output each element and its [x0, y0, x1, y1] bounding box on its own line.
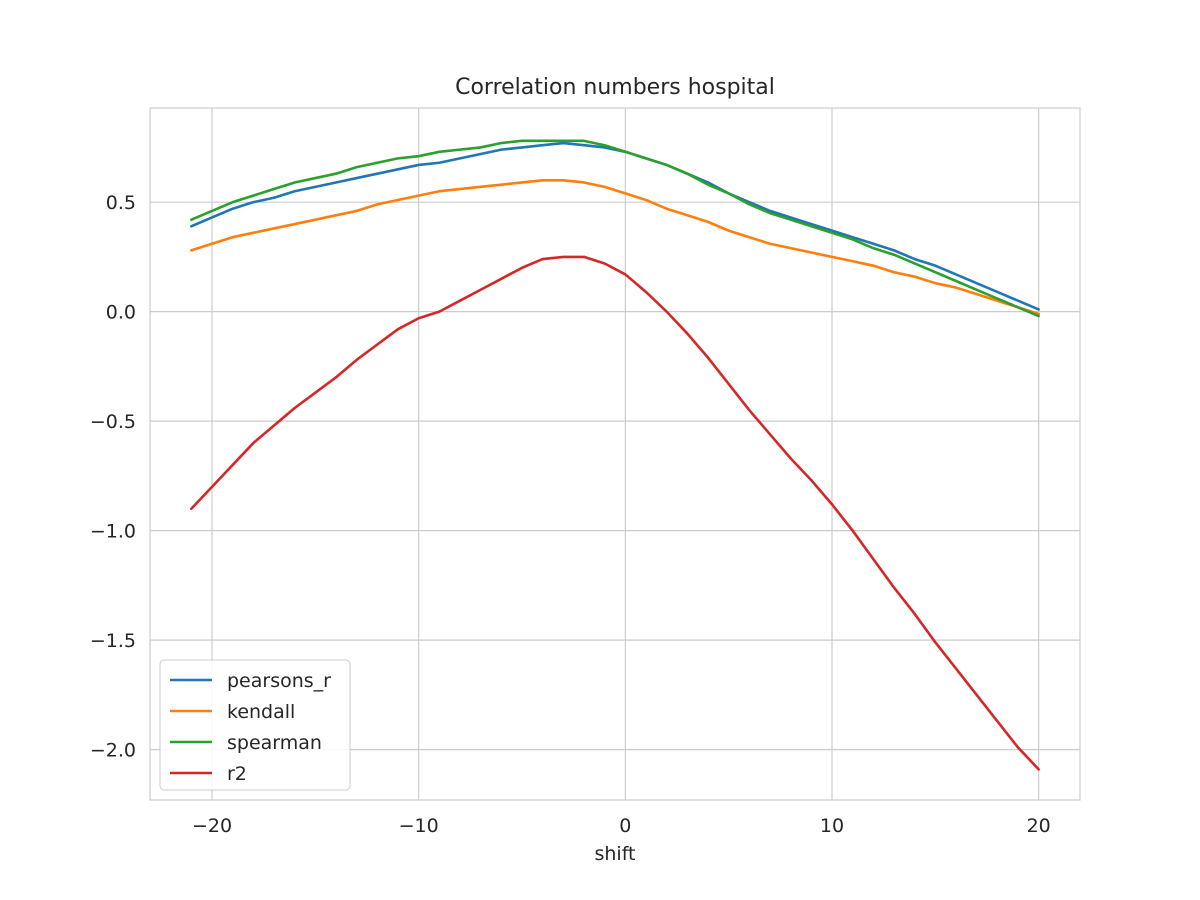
y-tick-label: 0.0 — [106, 302, 136, 324]
x-tick-label: −20 — [192, 815, 232, 837]
y-tick-label: −1.0 — [90, 521, 136, 543]
series-line-pearsons_r — [190, 141, 1040, 311]
legend-label-spearman: spearman — [227, 732, 322, 754]
legend-label-r2: r2 — [227, 763, 247, 785]
legend-box — [159, 659, 351, 791]
y-tick-label: −2.0 — [90, 740, 136, 762]
plot-frame — [149, 107, 1081, 801]
x-tick-label: 0 — [619, 815, 631, 837]
legend-label-kendall: kendall — [227, 701, 295, 723]
series-lines — [190, 139, 1040, 771]
x-tick-label: 20 — [1027, 815, 1051, 837]
legend-label-pearsons_r: pearsons_r — [227, 670, 331, 692]
series-line-kendall — [190, 178, 1040, 316]
series-line-spearman — [190, 139, 1040, 318]
y-tick-label: −1.5 — [90, 630, 136, 652]
chart-title: Correlation numbers hospital — [455, 75, 775, 100]
x-tick-labels: −20 −10 0 10 20 — [192, 815, 1051, 837]
x-axis-label: shift — [594, 843, 635, 865]
series-line-r2 — [190, 255, 1040, 771]
y-tick-label: −0.5 — [90, 411, 136, 433]
y-tick-label: 0.5 — [106, 192, 136, 214]
x-tick-label: 10 — [820, 815, 844, 837]
y-tick-labels: −2.0 −1.5 −1.0 −0.5 0.0 0.5 — [90, 192, 136, 761]
x-tick-label: −10 — [399, 815, 439, 837]
